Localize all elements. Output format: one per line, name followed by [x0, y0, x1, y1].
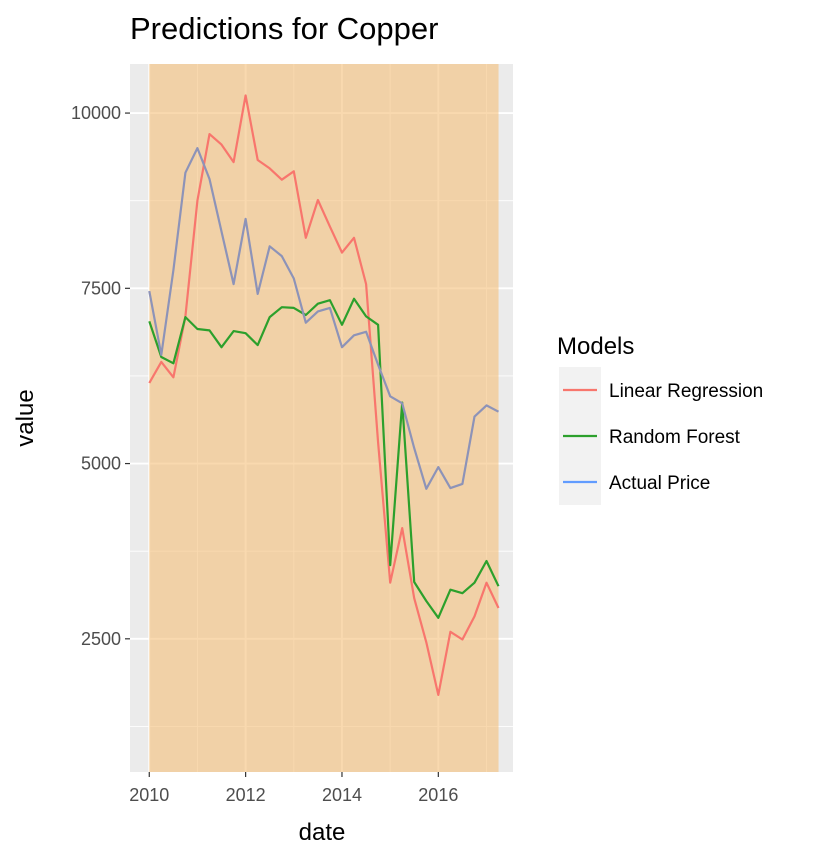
- legend-label: Linear Regression: [609, 381, 763, 402]
- x-tick-label: 2014: [322, 785, 362, 805]
- x-tick-label: 2012: [226, 785, 266, 805]
- series-line-random-forest: [148, 297, 500, 619]
- y-axis: 2500 5000 7500 10000: [71, 103, 130, 649]
- chart-title: Predictions for Copper: [130, 11, 438, 46]
- y-tick-label: 5000: [81, 454, 121, 474]
- legend-title: Models: [557, 333, 634, 360]
- series-line-linear-regression: [148, 94, 500, 697]
- x-tick-label: 2016: [418, 785, 458, 805]
- legend: Linear Regression Random Forest Actual Pri…: [559, 367, 763, 505]
- x-axis-title: date: [299, 819, 346, 846]
- x-axis: 2010 2012 2014 2016: [129, 772, 458, 805]
- series-line-actual-price: [148, 147, 500, 490]
- y-tick-label: 10000: [71, 103, 121, 123]
- y-tick-label: 7500: [81, 278, 121, 298]
- highlight-band: [149, 64, 499, 772]
- legend-label: Random Forest: [609, 427, 741, 448]
- x-tick-label: 2010: [129, 785, 169, 805]
- y-tick-label: 2500: [81, 629, 121, 649]
- y-axis-title: value: [12, 389, 39, 446]
- legend-label: Actual Price: [609, 473, 710, 494]
- series-lines: [148, 94, 500, 697]
